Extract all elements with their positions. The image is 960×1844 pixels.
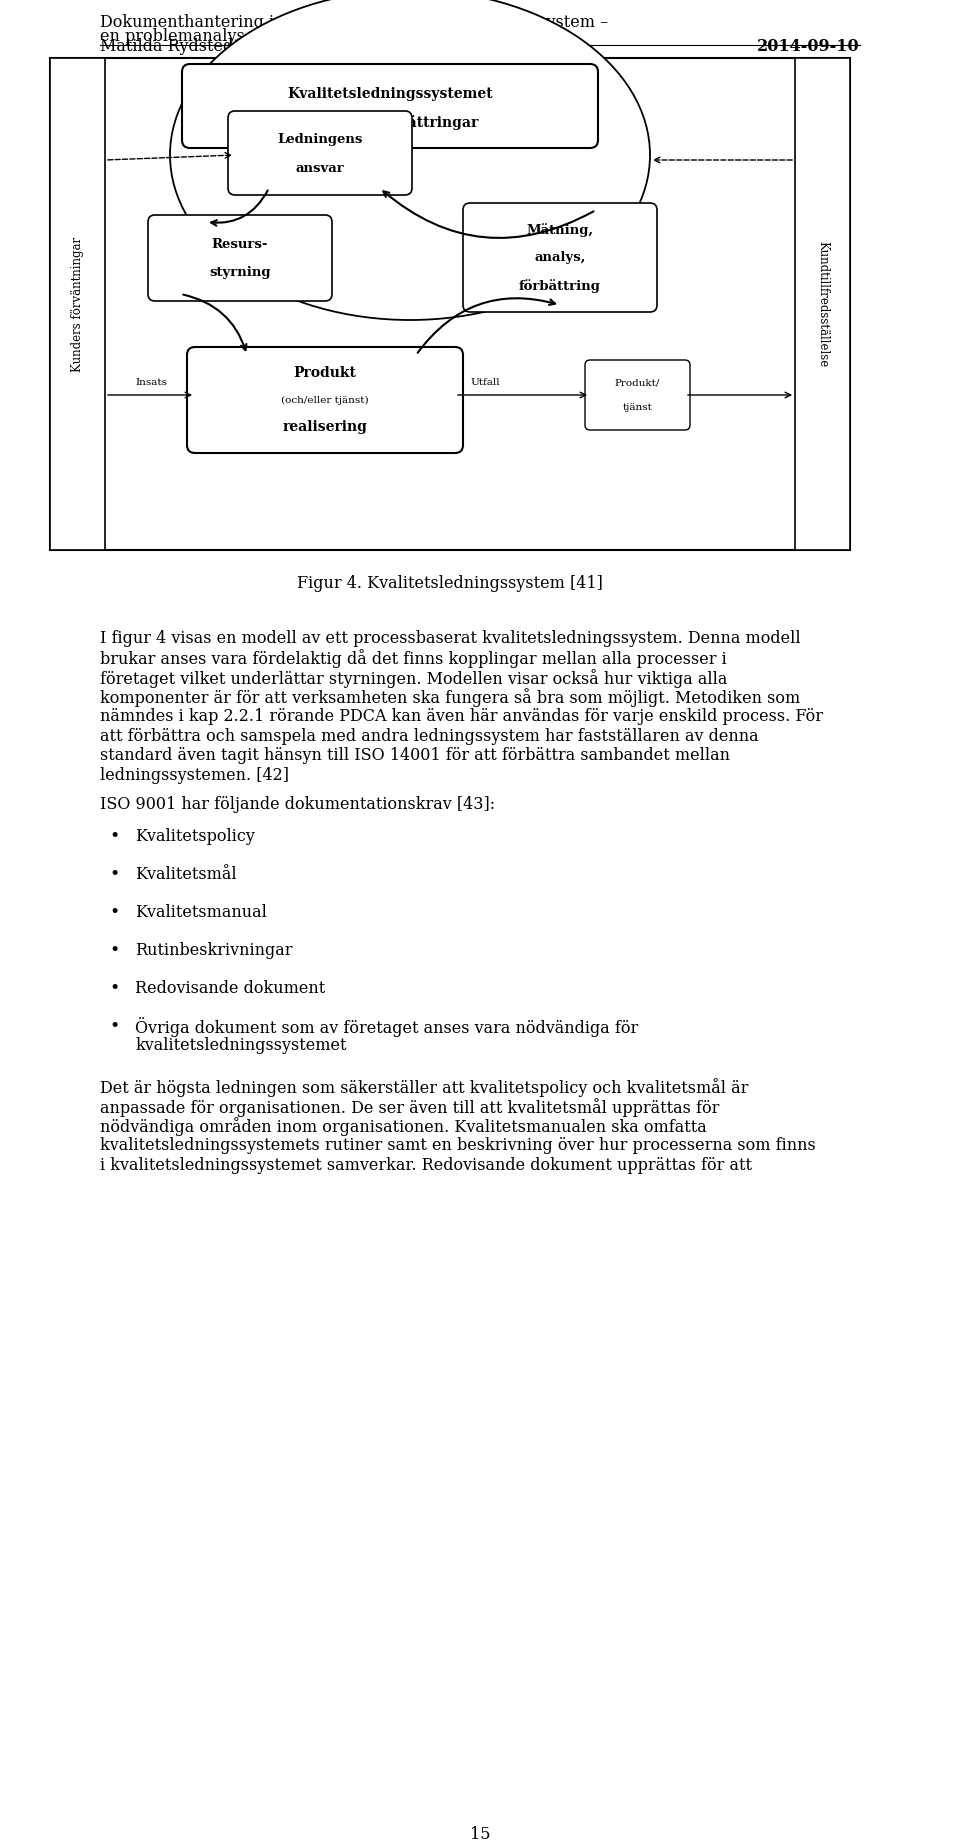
Text: realisering: realisering (282, 420, 368, 433)
Text: •: • (109, 865, 120, 883)
Text: Ledningens: Ledningens (277, 133, 363, 146)
Text: Resurs-: Resurs- (212, 238, 268, 251)
Text: Redovisande dokument: Redovisande dokument (135, 979, 325, 996)
Text: förbättring: förbättring (519, 278, 601, 293)
Text: Dokumenthantering inom kvalitets- och miljöledningssystem –: Dokumenthantering inom kvalitets- och mi… (100, 15, 609, 31)
Text: styrning: styrning (209, 266, 271, 278)
Text: brukar anses vara fördelaktig då det finns kopplingar mellan alla processer i: brukar anses vara fördelaktig då det fin… (100, 649, 727, 668)
Text: företaget vilket underlättar styrningen. Modellen visar också hur viktiga alla: företaget vilket underlättar styrningen.… (100, 669, 728, 688)
Text: ledningssystemen. [42]: ledningssystemen. [42] (100, 767, 289, 784)
FancyBboxPatch shape (182, 65, 598, 148)
Text: Övriga dokument som av företaget anses vara nödvändiga för: Övriga dokument som av företaget anses v… (135, 1018, 638, 1038)
Text: •: • (109, 942, 120, 959)
Text: Insats: Insats (135, 378, 167, 387)
Text: I figur 4 visas en modell av ett processbaserat kvalitetsledningssystem. Denna m: I figur 4 visas en modell av ett process… (100, 631, 801, 647)
Text: Kvalitetsledningssystemet: Kvalitetsledningssystemet (287, 87, 492, 101)
Text: •: • (109, 904, 120, 920)
Text: Kvalitetspolicy: Kvalitetspolicy (135, 828, 254, 845)
Text: 15: 15 (469, 1826, 491, 1842)
Text: •: • (109, 828, 120, 845)
Text: Produkt: Produkt (294, 365, 356, 380)
Text: ISO 9001 har följande dokumentationskrav [43]:: ISO 9001 har följande dokumentationskrav… (100, 797, 495, 813)
FancyBboxPatch shape (228, 111, 412, 195)
FancyBboxPatch shape (50, 57, 850, 550)
Text: att förbättra och samspela med andra ledningssystem har fastställaren av denna: att förbättra och samspela med andra led… (100, 728, 758, 745)
Text: i kvalitetsledningssystemet samverkar. Redovisande dokument upprättas för att: i kvalitetsledningssystemet samverkar. R… (100, 1156, 752, 1173)
Text: Utfall: Utfall (470, 378, 499, 387)
Text: standard även tagit hänsyn till ISO 14001 för att förbättra sambandet mellan: standard även tagit hänsyn till ISO 1400… (100, 747, 730, 763)
Text: •: • (109, 979, 120, 996)
Text: kvalitetsledningssystemet: kvalitetsledningssystemet (135, 1036, 347, 1055)
Text: ansvar: ansvar (296, 162, 345, 175)
Text: Kvalitetsmanual: Kvalitetsmanual (135, 904, 267, 920)
FancyBboxPatch shape (187, 347, 463, 454)
Text: Produkt/: Produkt/ (614, 378, 660, 387)
Text: •: • (109, 1018, 120, 1034)
Text: Kundtillfredsställelse: Kundtillfredsställelse (816, 242, 829, 367)
Text: 2014-09-10: 2014-09-10 (757, 39, 860, 55)
Text: en problemanalys: en problemanalys (100, 28, 245, 44)
Text: komponenter är för att verksamheten ska fungera så bra som möjligt. Metodiken so: komponenter är för att verksamheten ska … (100, 688, 801, 708)
Text: Mätning,: Mätning, (526, 223, 593, 236)
Text: anpassade för organisationen. De ser även till att kvalitetsmål upprättas för: anpassade för organisationen. De ser äve… (100, 1097, 719, 1117)
Text: Figur 4. Kvalitetsledningssystem [41]: Figur 4. Kvalitetsledningssystem [41] (297, 575, 603, 592)
Text: kvalitetsledningssystemets rutiner samt en beskrivning över hur processerna som : kvalitetsledningssystemets rutiner samt … (100, 1138, 816, 1154)
Ellipse shape (170, 0, 650, 321)
Text: analys,: analys, (535, 251, 586, 264)
Text: (och/eller tjänst): (och/eller tjänst) (281, 395, 369, 404)
Text: Kvalitetsmål: Kvalitetsmål (135, 865, 236, 883)
Text: Rutinbeskrivningar: Rutinbeskrivningar (135, 942, 293, 959)
FancyBboxPatch shape (585, 360, 690, 430)
Text: Det är högsta ledningen som säkerställer att kvalitetspolicy och kvalitetsmål är: Det är högsta ledningen som säkerställer… (100, 1079, 749, 1097)
Text: tjänst: tjänst (623, 402, 653, 411)
Text: nödvändiga områden inom organisationen. Kvalitetsmanualen ska omfatta: nödvändiga områden inom organisationen. … (100, 1117, 707, 1136)
Text: Kunders förväntningar: Kunders förväntningar (71, 236, 84, 371)
FancyBboxPatch shape (148, 216, 332, 301)
Text: Matilda Rydstedt & Amanda Sjöberg: Matilda Rydstedt & Amanda Sjöberg (100, 39, 399, 55)
FancyBboxPatch shape (795, 57, 850, 550)
Text: nämndes i kap 2.2.1 rörande PDCA kan även här användas för varje enskild process: nämndes i kap 2.2.1 rörande PDCA kan äve… (100, 708, 823, 725)
FancyBboxPatch shape (50, 57, 105, 550)
FancyBboxPatch shape (463, 203, 657, 312)
Text: Ständiga förbättringar: Ständiga förbättringar (301, 114, 479, 129)
